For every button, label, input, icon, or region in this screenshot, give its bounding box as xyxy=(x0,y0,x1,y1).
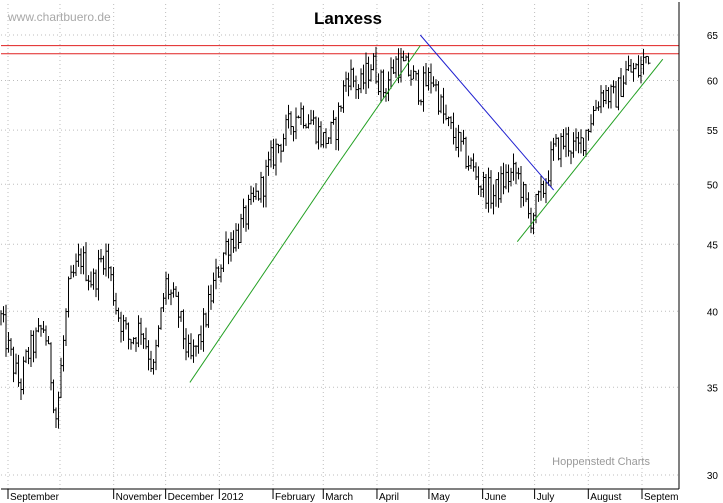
y-tick-label: 50 xyxy=(707,180,719,191)
x-tick-label: 2012 xyxy=(221,492,244,503)
gridlines xyxy=(1,4,679,499)
x-tick-label: April xyxy=(379,492,399,503)
x-tick-label: February xyxy=(275,492,315,503)
uptrend-1-line xyxy=(189,167,336,383)
y-tick-label: 35 xyxy=(707,383,719,394)
uptrend-3-line xyxy=(516,58,664,243)
x-tick-label: March xyxy=(325,492,353,503)
x-tick-label: August xyxy=(590,492,621,503)
trendlines xyxy=(189,34,664,383)
y-tick-labels: 30 35 40 45 50 55 60 65 xyxy=(707,31,719,482)
resistance-lines xyxy=(1,45,679,55)
y-tick-label: 65 xyxy=(707,31,719,42)
y-tick-label: 40 xyxy=(707,307,719,318)
downtrend-line xyxy=(419,34,555,191)
source-label: Hoppenstedt Charts xyxy=(552,456,650,468)
price-bars xyxy=(0,46,651,429)
x-tick-label: December xyxy=(168,492,215,503)
x-tick-label: July xyxy=(537,492,555,503)
x-tick-label: May xyxy=(431,492,450,503)
y-tick-label: 55 xyxy=(707,126,719,137)
chart-title: Lanxess xyxy=(314,9,382,28)
y-tick-label: 30 xyxy=(707,471,719,482)
x-tick-label: June xyxy=(485,492,507,503)
watermark: www.chartbuero.de xyxy=(7,10,111,24)
x-tick-label: September xyxy=(10,492,60,503)
y-tick-label: 60 xyxy=(707,77,719,88)
x-tick-label: Septem xyxy=(644,492,678,503)
y-tick-label: 45 xyxy=(707,240,719,251)
uptrend-2-line xyxy=(334,45,421,168)
x-tick-label: November xyxy=(116,492,163,503)
x-tick-labels: September November December 2012 February Mar… xyxy=(10,492,678,503)
